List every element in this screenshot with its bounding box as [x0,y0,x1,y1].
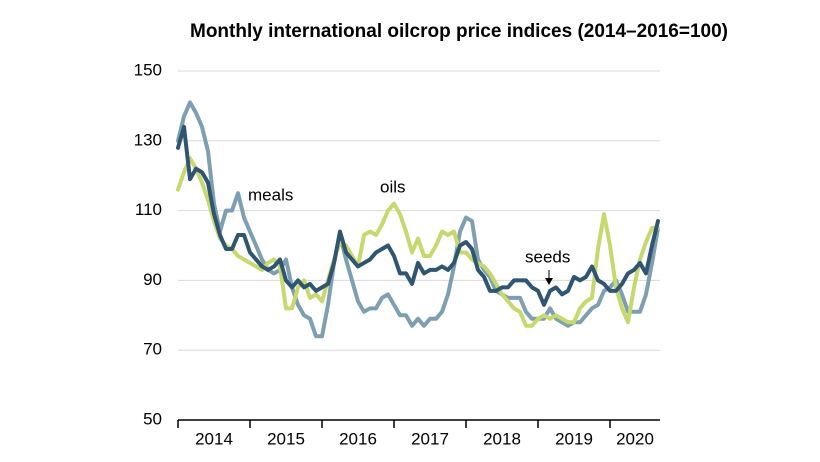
x-tick-label: 2018 [483,429,521,448]
series-label: seeds [525,247,570,266]
line-series [176,100,660,339]
line-series [176,156,660,328]
y-tick-label: 150 [134,60,162,79]
chart-title: Monthly international oilcrop price indi… [190,21,728,42]
y-tick-label: 110 [135,200,162,219]
annotation-arrowhead [545,278,553,285]
y-tick-label: 70 [143,340,162,359]
series-label: oils [380,177,406,196]
x-tick-label: 2020 [616,429,654,448]
y-tick-label: 130 [134,130,162,149]
y-tick-label: 90 [143,270,162,289]
x-tick-label: 2019 [555,429,593,448]
x-tick-label: 2016 [339,429,377,448]
x-tick-label: 2014 [195,429,233,448]
line-series [176,124,660,307]
y-tick-label: 50 [143,409,162,428]
x-tick-label: 2015 [267,429,305,448]
x-tick-label: 2017 [411,429,449,448]
series-label: meals [248,185,293,204]
